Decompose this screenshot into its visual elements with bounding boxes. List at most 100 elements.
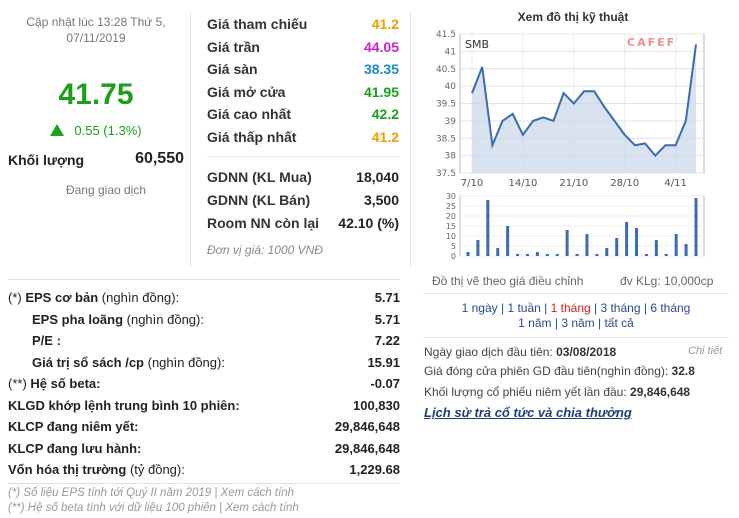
date-tick-label: 28/10 (610, 178, 639, 189)
table-row-label: P/E : (32, 333, 61, 348)
price-tick-label: 40.5 (436, 65, 456, 75)
range-separator: | (590, 301, 601, 315)
volume-bar (674, 234, 678, 256)
volume-bar (605, 248, 609, 256)
divider-left (190, 12, 191, 266)
price-tick-label: 40 (445, 82, 457, 92)
table-row: (*) EPS cơ bản (nghìn đồng): 5.71 (8, 290, 400, 310)
foreign-row: GDNN (KL Mua) 18,040 (207, 169, 399, 189)
current-price: 41.75 (58, 78, 134, 111)
volume-bar (555, 254, 559, 256)
volume-bar (585, 234, 589, 256)
trading-status: Đang giao dịch (65, 183, 147, 197)
listing-divider (423, 337, 729, 338)
chart-title[interactable]: Xem đồ thị kỹ thuật (517, 10, 629, 24)
volume-bar (486, 200, 490, 256)
table-row-value: 100,830 (353, 397, 400, 413)
volume-bar (654, 240, 658, 256)
range-link[interactable]: 1 năm (518, 316, 552, 330)
price-tick-label: 37.5 (436, 169, 456, 179)
price-divider (207, 156, 399, 157)
price-row-label: Giá mở cửa (207, 83, 286, 100)
volume-bar (516, 254, 520, 256)
price-row-value: 42.2 (371, 106, 399, 122)
volume-tick-label: 0 (451, 252, 456, 261)
range-link[interactable]: 3 năm (561, 316, 595, 330)
volume-tick-label: 5 (451, 242, 456, 251)
table-row-value: 29,846,648 (334, 419, 400, 434)
volume-bar (635, 228, 639, 256)
date-tick-label: 14/10 (508, 178, 537, 189)
table-row-label: KLCP đang niêm yết: (8, 419, 139, 434)
table-row-name: EPS cơ bản (25, 290, 99, 305)
volume-bar (496, 248, 500, 256)
technical-chart[interactable]: 37.5 38 38.5 39 39.5 40 40.5 41 41.5 7/10 14/10 21/… (423, 26, 729, 266)
table-row-value: 7.22 (374, 333, 400, 348)
table-row-name: KLGD khớp lệnh trung bình 10 phiên: (8, 397, 240, 413)
table-row-label: EPS pha loãng (nghìn đồng): (32, 312, 204, 327)
range-link[interactable]: 1 ngày (461, 301, 498, 315)
range-link[interactable]: 1 tháng (550, 301, 591, 315)
volume-value: 60,550 (135, 150, 184, 167)
foreign-row: GDNN (KL Bán) 3,500 (207, 192, 399, 212)
footnote-eps[interactable]: (*) Số liệu EPS tính tới Quý II năm 2019… (8, 487, 295, 499)
table-row-value: 5.71 (374, 290, 400, 305)
price-row-label: Giá thấp nhất (207, 128, 297, 145)
table-row-label: KLCP đang lưu hành: (8, 441, 141, 456)
table-row-unit: (nghìn đồng): (126, 311, 204, 327)
volume-tick-label: 25 (446, 202, 456, 211)
price-change-value: 0.55 (1.3%) (74, 123, 142, 138)
table-row-label: Vốn hóa thị trường (tỷ đồng): (8, 462, 185, 477)
volume-unit: đv KLg: 10,000cp (620, 274, 714, 288)
volume-bar (575, 254, 579, 256)
volume-tick-label: 10 (446, 232, 456, 241)
price-row-label: Giá trần (207, 38, 260, 55)
detail-link[interactable]: Chi tiết (688, 345, 723, 357)
volume-bar (565, 230, 569, 256)
date-tick-label: 21/10 (559, 178, 588, 189)
last-updated: Cập nhật lúc 13:28 Thứ 5, 07/11/2019 (26, 15, 166, 45)
volume-bar (664, 254, 668, 256)
price-row: Giá tham chiếu 41.2 (207, 16, 399, 36)
volume-bar (525, 254, 529, 256)
volume-bar (694, 198, 698, 256)
volume-bar (595, 254, 599, 256)
range-link[interactable]: 3 tháng (600, 301, 641, 315)
price-line (471, 44, 697, 158)
first-volume-value: 29,846,648 (630, 385, 691, 399)
table-row-label: Giá trị sổ sách /cp (nghìn đồng): (32, 355, 225, 370)
volume-bar (625, 222, 629, 256)
volume-bar (535, 252, 539, 256)
price-row: Giá thấp nhất 41.2 (207, 129, 399, 149)
table-row: KLGD khớp lệnh trung bình 10 phiên: 100,8… (8, 398, 400, 418)
volume-bar (545, 254, 549, 256)
table-row: EPS pha loãng (nghìn đồng): 5.71 (8, 312, 400, 332)
first-date-value: 03/08/2018 (556, 345, 617, 359)
table-row-name: P/E : (32, 333, 61, 348)
chart-divider (423, 293, 729, 294)
table-row-name: KLCP đang niêm yết: (8, 419, 139, 434)
date-tick-label: 7/10 (461, 178, 483, 189)
table-row-value: 29,846,648 (334, 440, 400, 456)
price-tick-label: 39 (445, 117, 457, 127)
foreign-row-label: Room NN còn lại (207, 215, 320, 231)
table-row-prefix: (*) (8, 290, 22, 305)
price-tick-label: 38 (445, 152, 457, 162)
foreign-row-value: 42.10 (%) (338, 215, 399, 231)
table-row-name: Giá trị sổ sách /cp (32, 354, 144, 370)
range-selector-row1: 1 ngày | 1 tuần | 1 tháng | 3 tháng | 6 … (423, 301, 729, 315)
range-link[interactable]: 1 tuần (507, 301, 541, 315)
date-tick-label: 4/11 (664, 178, 686, 189)
range-link[interactable]: 6 tháng (650, 301, 691, 315)
table-row-name: Vốn hóa thị trường (8, 462, 127, 477)
range-link[interactable]: tất cả (604, 316, 634, 330)
foreign-row-value: 3,500 (363, 192, 399, 208)
dividend-history-link[interactable]: Lịch sử trả cổ tức và chia thưởng (424, 405, 632, 420)
table-row-value: 15.91 (367, 354, 400, 370)
table-row-label: (*) EPS cơ bản (nghìn đồng): (8, 290, 179, 305)
table-row: (**) Hệ số beta: -0.07 (8, 376, 400, 396)
price-row: Giá trần 44.05 (207, 39, 399, 59)
footnote-beta[interactable]: (**) Hệ số beta tính với dữ liệu 100 phi… (8, 502, 299, 514)
range-selector-row2: 1 năm | 3 năm | tất cả (423, 316, 729, 330)
price-row: Giá mở cửa 41.95 (207, 84, 399, 104)
